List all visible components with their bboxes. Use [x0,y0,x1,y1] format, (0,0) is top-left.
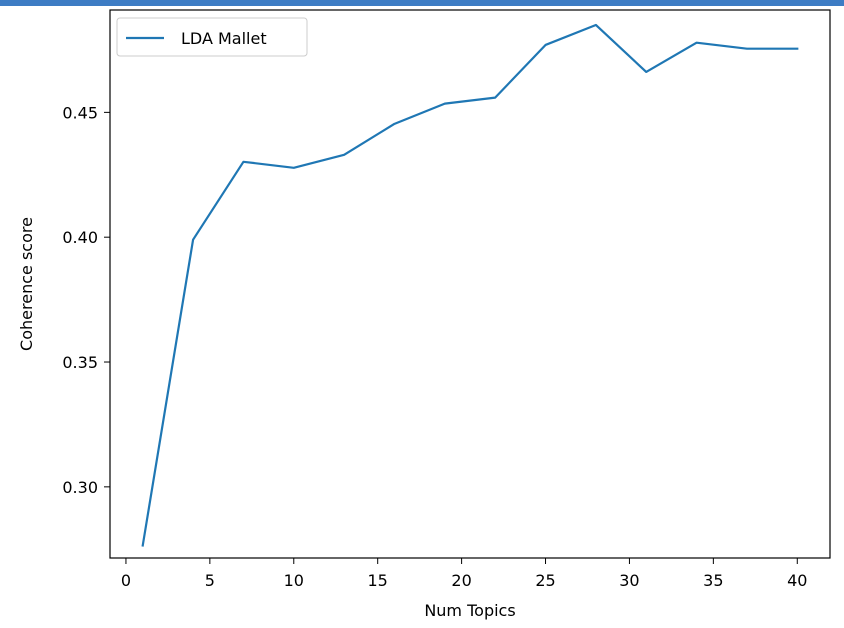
x-tick-label: 20 [451,571,471,590]
series-line-0 [141,23,799,547]
x-tick-label: 15 [368,571,388,590]
x-tick-label: 35 [703,571,723,590]
legend: LDA Mallet [116,17,308,57]
y-tick-label: 0.35 [62,353,98,372]
legend-label: LDA Mallet [181,29,267,48]
plot-layer: 0 5 10 15 20 25 30 35 40 0.30 0.35 0.40 0.45 [62,9,831,590]
x-tick-label: 10 [284,571,304,590]
window-top-strip [0,0,844,6]
x-tick-label: 5 [205,571,215,590]
x-tick-label: 25 [535,571,555,590]
x-tick-label: 30 [619,571,639,590]
y-tick-label: 0.40 [62,228,98,247]
legend-box [116,17,308,57]
x-tick-label: 0 [121,571,131,590]
plot-frame [109,9,831,559]
x-axis-label: Num Topics [424,601,515,620]
x-tick-label: 40 [787,571,807,590]
y-tick-label: 0.30 [62,478,98,497]
y-tick-label: 0.45 [62,103,98,122]
y-axis-label: Coherence score [17,217,36,351]
